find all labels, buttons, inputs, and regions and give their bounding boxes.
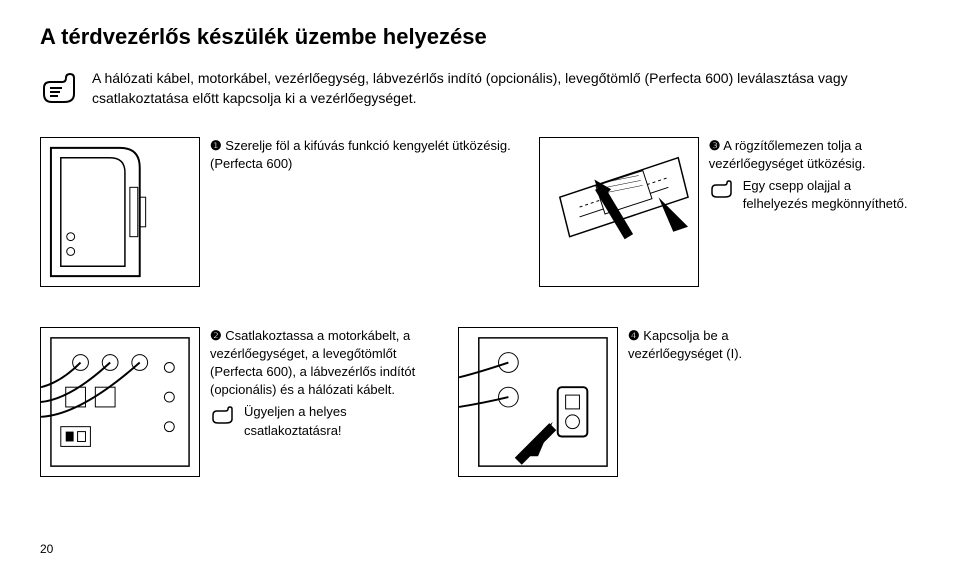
illustration-4 [458,327,618,477]
step-1-num: ❶ [210,138,222,153]
step-3-sub: Egy csepp olajjal a felhelyezés megkönny… [743,177,919,213]
step-1-line-b: (Perfecta 600) [210,155,511,173]
intro-text: A hálózati kábel, motorkábel, vezérlőegy… [92,68,912,109]
step-2: ❷ Csatlakoztassa a motorkábelt, a vezérl… [40,327,430,477]
step-1-line-a: Szerelje föl a kifúvás funkció kengyelét… [225,138,510,153]
page-title: A térdvezérlős készülék üzembe helyezése [40,24,920,50]
step-4-line-a: Kapcsolja be a vezérlőegységet (I). [628,328,742,361]
step-4: ❹ Kapcsolja be a vezérlőegységet (I). [458,327,808,477]
step-4-num: ❹ [628,328,640,343]
steps-row-1: ❶ Szerelje föl a kifúvás funkció kengyel… [40,137,920,287]
illustration-2 [40,327,200,477]
step-2-text: ❷ Csatlakoztassa a motorkábelt, a vezérl… [210,327,430,440]
pointing-hand-icon [40,68,80,108]
step-2-sub: Ügyeljen a helyes csatlakoztatásra! [244,403,430,439]
step-1: ❶ Szerelje föl a kifúvás funkció kengyel… [40,137,511,287]
intro-block: A hálózati kábel, motorkábel, vezérlőegy… [40,68,920,109]
step-3-num: ❸ [709,138,721,153]
illustration-1 [40,137,200,287]
steps-row-2: ❷ Csatlakoztassa a motorkábelt, a vezérl… [40,327,920,477]
step-2-num: ❷ [210,328,222,343]
step-4-text: ❹ Kapcsolja be a vezérlőegységet (I). [628,327,808,363]
step-3: ❸ A rögzítőlemezen tolja a vezérlőegység… [539,137,919,287]
step-3-line-a: A rögzítőlemezen tolja a vezérlőegységet… [709,138,866,171]
page-number: 20 [40,542,53,556]
illustration-3 [539,137,699,287]
step-3-text: ❸ A rögzítőlemezen tolja a vezérlőegység… [709,137,919,214]
pointing-hand-icon [210,403,238,427]
pointing-hand-icon [709,177,737,201]
step-2-line-a: Csatlakoztassa a motorkábelt, a vezérlőe… [210,328,415,398]
step-1-text: ❶ Szerelje föl a kifúvás funkció kengyel… [210,137,511,173]
